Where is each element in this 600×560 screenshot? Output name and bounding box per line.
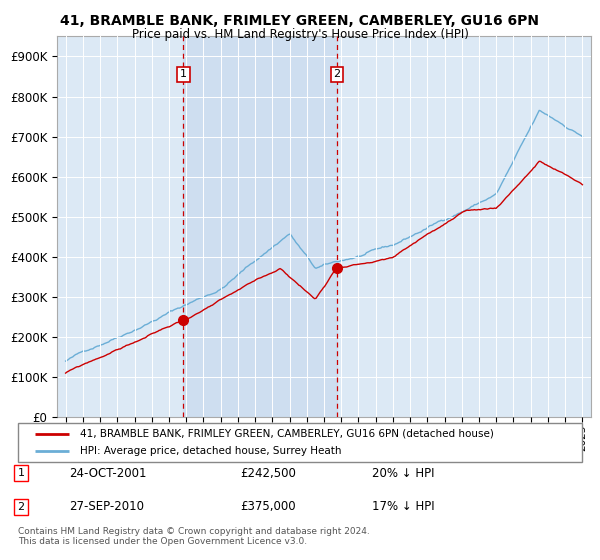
Text: 1: 1 (180, 69, 187, 80)
Text: £242,500: £242,500 (240, 466, 296, 480)
Text: Contains HM Land Registry data © Crown copyright and database right 2024.
This d: Contains HM Land Registry data © Crown c… (18, 526, 370, 546)
Text: Price paid vs. HM Land Registry's House Price Index (HPI): Price paid vs. HM Land Registry's House … (131, 28, 469, 41)
Text: 17% ↓ HPI: 17% ↓ HPI (372, 500, 434, 514)
Text: 2: 2 (17, 502, 25, 512)
FancyBboxPatch shape (18, 423, 582, 462)
Text: £375,000: £375,000 (240, 500, 296, 514)
Text: 20% ↓ HPI: 20% ↓ HPI (372, 466, 434, 480)
Bar (183, 36, 337, 417)
Text: 41, BRAMBLE BANK, FRIMLEY GREEN, CAMBERLEY, GU16 6PN (detached house): 41, BRAMBLE BANK, FRIMLEY GREEN, CAMBERL… (80, 429, 494, 439)
Text: 27-SEP-2010: 27-SEP-2010 (69, 500, 144, 514)
Text: 1: 1 (17, 468, 25, 478)
Text: HPI: Average price, detached house, Surrey Heath: HPI: Average price, detached house, Surr… (80, 446, 341, 456)
Text: 24-OCT-2001: 24-OCT-2001 (69, 466, 146, 480)
Text: 41, BRAMBLE BANK, FRIMLEY GREEN, CAMBERLEY, GU16 6PN: 41, BRAMBLE BANK, FRIMLEY GREEN, CAMBERL… (61, 14, 539, 28)
Text: 2: 2 (334, 69, 340, 80)
